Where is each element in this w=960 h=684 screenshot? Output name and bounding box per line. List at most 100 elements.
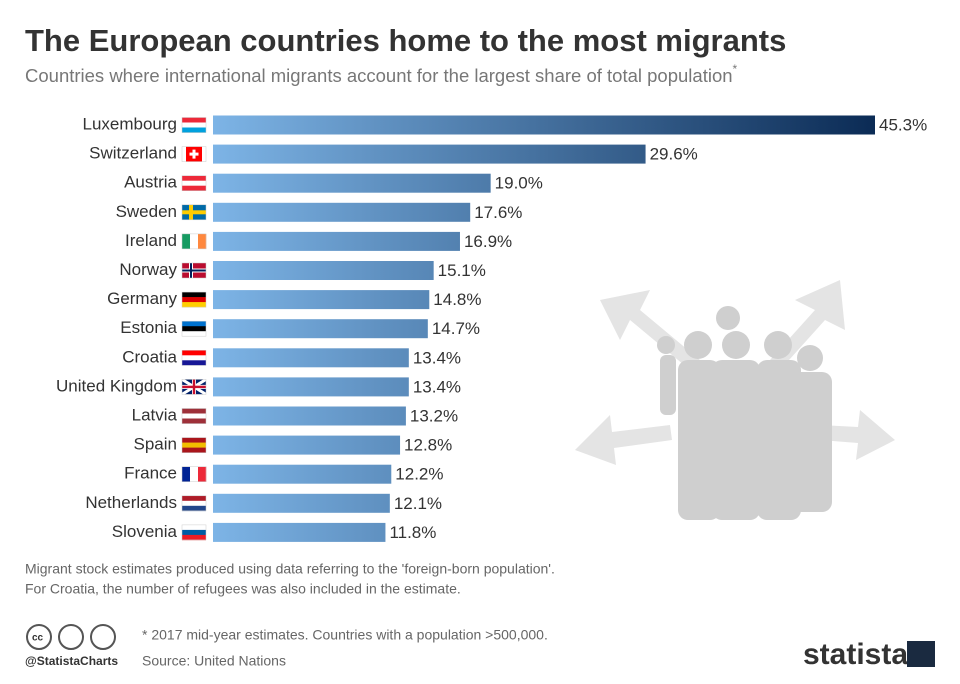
flag-part	[182, 355, 206, 361]
flag-part	[182, 127, 206, 133]
value-label: 29.6%	[650, 145, 698, 164]
bar	[213, 406, 406, 426]
handle: @StatistaCharts	[25, 654, 118, 668]
flag-border	[181, 466, 207, 482]
flag-part	[182, 500, 206, 507]
flag	[181, 408, 207, 424]
flag	[181, 437, 207, 453]
flag-part	[182, 495, 206, 502]
flag-part	[182, 233, 191, 249]
bar	[213, 348, 409, 368]
note: For Croatia, the number of refugees was …	[25, 581, 461, 597]
flag-border	[181, 117, 207, 133]
flag-part	[182, 210, 206, 215]
flag-part	[182, 350, 206, 356]
flag	[181, 117, 207, 133]
flag-part	[182, 385, 206, 389]
bar	[213, 144, 646, 164]
flag-part	[182, 321, 206, 327]
flag-border	[181, 408, 207, 424]
flag-part	[182, 437, 206, 443]
value-label: 45.3%	[879, 115, 927, 134]
bar	[213, 261, 434, 280]
flag-part	[182, 524, 206, 531]
flag-part	[198, 233, 207, 249]
flag-part	[182, 185, 206, 191]
bar	[213, 290, 430, 310]
flag-part	[182, 122, 206, 128]
flag-border	[181, 204, 207, 221]
value-label: 14.7%	[432, 319, 480, 338]
flag-part	[182, 326, 206, 332]
title: The European countries home to the most …	[25, 23, 786, 58]
flag-border	[181, 175, 207, 191]
cc-icons	[26, 624, 116, 650]
bar	[213, 493, 390, 513]
flag-border	[181, 350, 207, 366]
logo-mark	[907, 641, 935, 667]
bar	[213, 435, 401, 455]
value-label: 12.2%	[395, 465, 443, 484]
note: Migrant stock estimates produced using d…	[25, 561, 555, 577]
flag-part	[182, 529, 206, 536]
flag-border	[181, 262, 207, 279]
flag-part	[189, 152, 199, 156]
value-label: 12.8%	[404, 436, 452, 455]
flag-part	[198, 466, 207, 482]
flag-part	[190, 466, 199, 482]
bar	[213, 202, 471, 222]
value-label: 13.4%	[413, 377, 461, 396]
subtitle-text: Countries where international migrants a…	[25, 65, 733, 86]
bar	[213, 464, 392, 484]
flag-border	[181, 495, 207, 512]
flag-border	[181, 320, 207, 337]
category-label: Switzerland	[89, 144, 177, 163]
flag-part	[182, 302, 206, 308]
flag-part	[182, 413, 206, 419]
category-label: Spain	[134, 435, 177, 454]
flag-border	[181, 146, 207, 162]
category-label: Netherlands	[85, 493, 177, 512]
category-label: Latvia	[132, 405, 178, 424]
flag-part	[182, 360, 206, 366]
plot: Luxembourg 45.3% Switzerland 29.6% Austria 19…	[56, 114, 927, 542]
subtitle-note: *	[733, 62, 738, 76]
flag-part	[182, 466, 191, 482]
bar	[213, 231, 460, 251]
value-label: 17.6%	[474, 203, 522, 222]
subtitle: Countries where international migrants a…	[25, 62, 738, 86]
flag	[181, 262, 207, 279]
value-label: 14.8%	[433, 290, 481, 309]
silhouettes	[657, 306, 832, 520]
flag	[181, 320, 207, 337]
source: Source: United Nations	[142, 653, 286, 669]
category-label: Croatia	[122, 347, 177, 366]
bar	[213, 319, 428, 339]
category-label: Estonia	[120, 318, 177, 337]
flag-part	[182, 269, 206, 272]
flag-part	[182, 180, 206, 186]
flag	[181, 495, 207, 512]
value-label: 19.0%	[495, 174, 543, 193]
flag-part	[182, 447, 206, 453]
value-label: 13.2%	[410, 406, 458, 425]
category-label: Norway	[119, 260, 177, 279]
flag-part	[182, 534, 206, 541]
category-label: Ireland	[125, 231, 177, 250]
decoration	[575, 280, 895, 465]
flag	[181, 204, 207, 221]
category-label: France	[124, 464, 177, 483]
flag	[181, 466, 207, 482]
flag-border	[181, 379, 207, 395]
flag	[181, 378, 207, 396]
flag	[181, 524, 207, 541]
bar	[213, 115, 875, 135]
category-label: Austria	[124, 173, 177, 192]
flag-border	[181, 233, 207, 250]
flag-part	[182, 117, 206, 123]
flag	[181, 350, 207, 366]
bar	[213, 522, 386, 542]
category-label: United Kingdom	[56, 376, 177, 395]
flag	[181, 146, 207, 162]
